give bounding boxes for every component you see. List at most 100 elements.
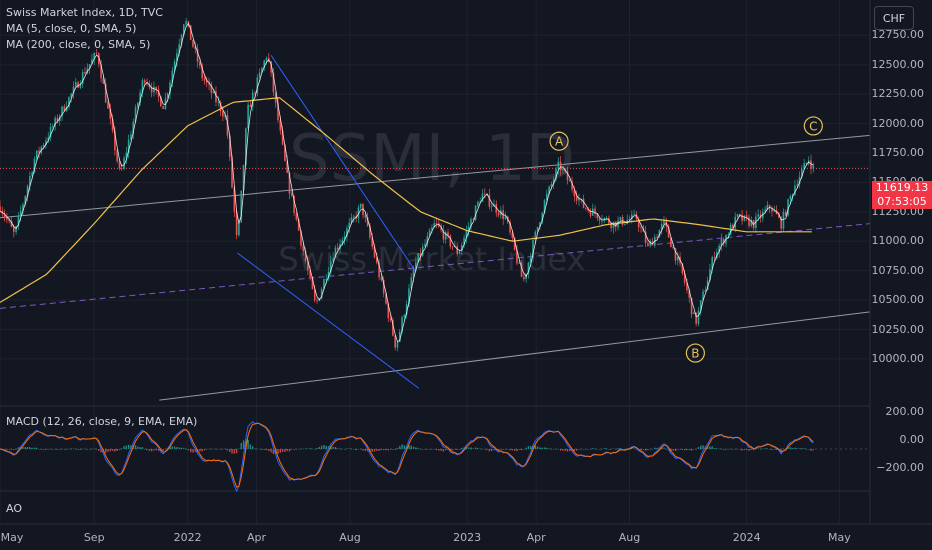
candle-body: [631, 214, 633, 220]
macd-hist-bar: [739, 449, 741, 450]
macd-hist-bar: [141, 447, 144, 449]
candle-body: [771, 208, 773, 212]
candle-body: [387, 303, 390, 319]
macd-hist-bar: [70, 448, 72, 450]
macd-hist-bar: [178, 447, 180, 449]
macd-hist-bar: [762, 448, 764, 449]
macd-hist-bar: [114, 449, 116, 452]
macd-hist-bar: [679, 449, 681, 450]
candle-body: [562, 169, 564, 171]
macd-hist-bar: [249, 444, 252, 449]
macd-hist-bar: [582, 449, 585, 450]
macd-hist-bar: [309, 448, 311, 449]
wave-B-circle: [685, 343, 705, 363]
candle-body: [718, 245, 720, 253]
candle-body: [408, 288, 410, 305]
candle-body: [97, 53, 100, 65]
candle-body: [247, 104, 249, 129]
macd-hist-bar: [573, 449, 576, 452]
macd-hist-bar: [353, 449, 355, 450]
macd-hist-bar: [362, 449, 364, 451]
macd-label[interactable]: MACD (12, 26, close, 9, EMA, EMA): [6, 415, 198, 428]
candle-body: [281, 130, 284, 145]
macd-hist-bar: [640, 449, 642, 451]
macd-hist-bar: [31, 447, 33, 449]
candle-body: [235, 211, 238, 236]
macd-hist-bar: [562, 449, 564, 451]
macd-hist-bar: [585, 449, 587, 450]
time-tick: 2024: [732, 531, 761, 544]
candle-body: [750, 220, 753, 227]
candle-body: [773, 210, 776, 212]
time-tick: 2023: [453, 531, 482, 544]
candle-body: [201, 65, 203, 79]
macd-hist-bar: [281, 449, 284, 453]
candle-body: [54, 117, 56, 127]
candle-body: [17, 216, 20, 227]
candle-body: [70, 93, 73, 98]
macd-hist-bar: [366, 449, 369, 452]
macd-hist-bar: [75, 448, 77, 450]
macd-hist-bar: [26, 446, 29, 449]
macd-hist-bar: [461, 448, 463, 449]
legend-symbol[interactable]: Swiss Market Index, 1D, TVC: [6, 6, 163, 19]
candle-body: [442, 230, 445, 240]
candle-body: [766, 205, 769, 210]
candle-body: [619, 217, 622, 221]
macd-hist-bar: [500, 449, 502, 450]
candle-body: [313, 289, 316, 301]
candle-body: [495, 204, 498, 213]
macd-hist-bar: [677, 449, 679, 450]
macd-hist-bar: [157, 449, 160, 451]
candle-body: [155, 86, 158, 90]
macd-hist-bar: [789, 447, 792, 449]
candle-body: [546, 193, 548, 201]
currency-button[interactable]: CHF: [874, 6, 914, 30]
candle-body: [350, 217, 353, 223]
macd-hist-bar: [194, 449, 196, 452]
candle-body: [575, 196, 578, 201]
macd-hist-bar: [672, 449, 674, 451]
candle-body: [686, 282, 688, 291]
candle-body: [568, 179, 571, 182]
macd-hist-bar: [550, 449, 553, 450]
candle-body: [589, 210, 592, 216]
candle-body: [199, 61, 201, 66]
candle-body: [534, 231, 537, 241]
ao-label[interactable]: AO: [6, 502, 22, 515]
watermark-name: Swiss Market Index: [278, 240, 585, 278]
candle-body: [608, 217, 610, 224]
candle-body: [426, 236, 429, 244]
candle-body: [130, 134, 132, 140]
candle-body: [123, 158, 125, 169]
candle-body: [658, 230, 661, 238]
macd-hist-bar: [796, 448, 798, 449]
candle-body: [757, 214, 759, 217]
macd-hist-bar: [766, 448, 769, 449]
candle-body: [516, 249, 518, 264]
candle-body: [353, 216, 355, 218]
candle-body: [364, 215, 367, 218]
candle-body: [265, 57, 268, 61]
candle-body: [146, 82, 148, 85]
macd-hist-bar: [15, 448, 17, 450]
candle-body: [745, 215, 748, 218]
legend-ma5[interactable]: MA (5, close, 0, SMA, 5): [6, 22, 137, 35]
price-tick: 11750.00: [871, 145, 925, 159]
macd-hist-bar: [674, 449, 677, 451]
macd-hist-bar: [318, 446, 321, 449]
legend-ma200[interactable]: MA (200, close, 0, SMA, 5): [6, 38, 151, 51]
candle-body: [286, 160, 288, 173]
candle-body: [465, 230, 468, 238]
macd-hist-bar: [219, 449, 222, 450]
candle-body: [555, 168, 557, 180]
candle-body: [801, 169, 803, 177]
macd-hist-bar: [199, 449, 201, 452]
macd-hist-bar: [706, 446, 709, 449]
macd-hist-bar: [54, 448, 56, 450]
candle-body: [228, 135, 231, 157]
macd-hist-bar: [378, 449, 380, 451]
macd-hist-bar: [690, 449, 693, 451]
candle-body: [444, 232, 447, 240]
